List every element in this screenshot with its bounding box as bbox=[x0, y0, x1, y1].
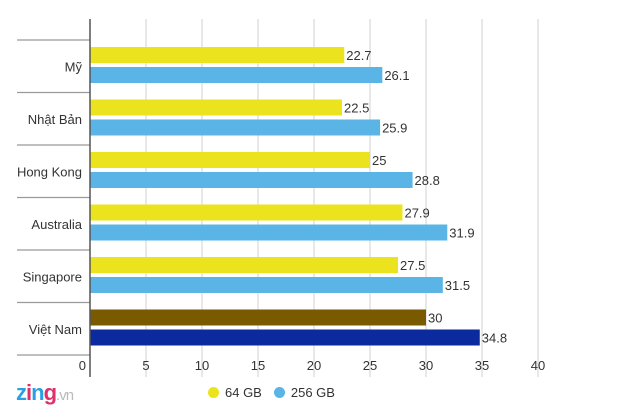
x-tick-label: 15 bbox=[251, 358, 265, 373]
data-label: 25.9 bbox=[382, 121, 407, 136]
data-label: 34.8 bbox=[482, 331, 507, 346]
legend-label-256gb: 256 GB bbox=[290, 385, 335, 400]
data-label: 27.5 bbox=[400, 258, 425, 273]
bar-256gb bbox=[90, 224, 448, 241]
legend-swatch-256gb bbox=[273, 387, 285, 398]
data-label: 25 bbox=[372, 153, 386, 168]
legend-swatch-64gb bbox=[208, 387, 219, 398]
category-label: Việt Nam bbox=[29, 322, 82, 337]
data-label: 27.9 bbox=[404, 206, 429, 221]
bar-64gb bbox=[90, 309, 426, 326]
bar-256gb bbox=[90, 172, 413, 188]
x-tick-label: 40 bbox=[531, 358, 545, 373]
bar-64gb bbox=[90, 99, 342, 116]
data-label: 28.8 bbox=[415, 173, 440, 188]
bar-256gb bbox=[90, 119, 381, 136]
bar-64gb bbox=[90, 257, 398, 273]
data-label: 22.7 bbox=[346, 48, 371, 63]
data-label: 22.5 bbox=[344, 101, 369, 116]
category-label: Singapore bbox=[23, 269, 82, 284]
data-label: 31.5 bbox=[445, 278, 470, 293]
category-label: Australia bbox=[31, 217, 82, 232]
category-label: Mỹ bbox=[65, 59, 83, 74]
x-tick-label: 30 bbox=[419, 358, 433, 373]
bar-64gb bbox=[90, 47, 345, 63]
x-tick-label: 20 bbox=[307, 358, 321, 373]
bar-chart: 0 5 10 15 20 25 30 35 40 Mỹ 22.7 26.1 Nhật Bản 22.5 25… bbox=[17, 19, 545, 377]
legend-label-64gb: 64 GB bbox=[225, 385, 262, 400]
zing-logo: zing.vn bbox=[16, 380, 74, 405]
bar-64gb bbox=[90, 152, 370, 168]
x-tick-label: 0 bbox=[79, 358, 86, 373]
bar-256gb bbox=[90, 329, 480, 346]
category-label: Hong Kong bbox=[17, 164, 82, 179]
x-tick-label: 25 bbox=[363, 358, 377, 373]
data-label: 31.9 bbox=[449, 226, 474, 241]
bar-256gb bbox=[90, 67, 383, 83]
data-label: 26.1 bbox=[384, 68, 409, 83]
x-tick-label: 10 bbox=[195, 358, 209, 373]
x-tick-label: 35 bbox=[475, 358, 489, 373]
data-label: 30 bbox=[428, 311, 442, 326]
bar-64gb bbox=[90, 204, 403, 221]
category-label: Nhật Bản bbox=[28, 112, 82, 127]
legend: 64 GB 256 GB bbox=[208, 385, 335, 400]
bar-256gb bbox=[90, 277, 443, 293]
x-tick-label: 5 bbox=[142, 358, 149, 373]
